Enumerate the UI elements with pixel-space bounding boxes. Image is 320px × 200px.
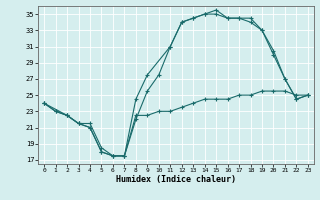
X-axis label: Humidex (Indice chaleur): Humidex (Indice chaleur) (116, 175, 236, 184)
